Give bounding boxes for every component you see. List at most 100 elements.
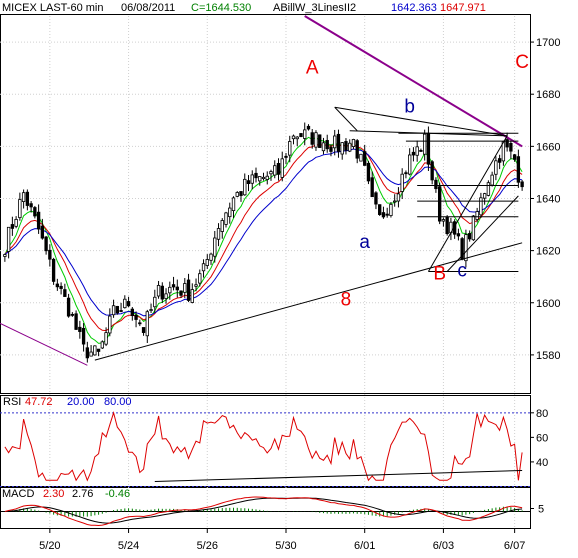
moving-average-lines: [4, 136, 523, 344]
ma-mid-line: [4, 144, 523, 332]
candle-body: [363, 151, 367, 166]
candle-body: [168, 286, 172, 294]
wave-label-c: c: [457, 261, 467, 282]
candle-body: [265, 175, 269, 180]
price-tick-label: 1700: [536, 37, 560, 49]
candle-body: [18, 199, 22, 219]
candle-body: [141, 327, 146, 333]
indicator-value-1: 1642.363: [391, 2, 437, 14]
candle-body: [505, 139, 509, 148]
rsi-line: [4, 410, 523, 482]
candle-body: [411, 151, 416, 156]
candle-body: [156, 285, 161, 297]
candle-body: [288, 141, 292, 156]
wave-annotations: Ab Ca B c 8: [306, 52, 529, 310]
candle-body: [479, 197, 483, 216]
rsi-panel: 40 60 80: [0, 408, 548, 487]
candle-body: [25, 191, 30, 206]
candle-body: [385, 213, 389, 216]
candle-body: [329, 146, 333, 152]
candle-body: [359, 153, 363, 162]
price-candles: [3, 122, 524, 363]
candle-body: [81, 327, 86, 345]
candle-body: [224, 212, 228, 225]
macd-hist-value: -0.46: [105, 488, 130, 500]
candle-body: [21, 192, 26, 202]
candle-body: [74, 313, 78, 330]
candle-body: [467, 233, 472, 240]
candle-body: [55, 283, 60, 288]
candle-body: [100, 341, 105, 349]
candle-body: [119, 310, 123, 312]
candle-body: [464, 234, 468, 262]
support-trendline-8: [94, 242, 523, 361]
candle-body: [89, 351, 93, 357]
candle-body: [216, 228, 221, 240]
candle-body: [456, 233, 461, 237]
price-tick-label: 1620: [536, 246, 560, 258]
price-grid: [0, 16, 530, 528]
candle-body: [194, 284, 198, 287]
candle-body: [235, 192, 239, 197]
wave-label-8: 8: [341, 289, 352, 310]
candle-body: [228, 207, 232, 218]
candle-body: [340, 142, 344, 155]
time-axis: 5/20 5/24 5/26 5/30 6/01 6/03 6/07: [39, 528, 525, 552]
indicator-name: ABillW_3LinesII2: [273, 2, 356, 14]
candle-body: [273, 165, 277, 176]
candle-body: [400, 173, 404, 192]
candle-body: [344, 141, 348, 151]
wave-label-B: B: [433, 263, 446, 284]
candle-body: [171, 284, 176, 288]
price-tick-label: 1680: [536, 89, 560, 101]
price-tick-label: 1640: [536, 193, 560, 205]
candle-body: [246, 180, 251, 185]
candle-body: [258, 176, 262, 182]
candle-body: [471, 215, 476, 241]
wave-label-C: C: [515, 52, 529, 73]
candle-body: [295, 136, 299, 140]
candle-body: [426, 132, 431, 165]
rsi-level-high: 80.00: [104, 396, 132, 408]
candle-body: [276, 163, 281, 175]
time-tick-label: 6/07: [504, 540, 525, 552]
candle-body: [310, 132, 314, 145]
triangle-upper-line: [334, 106, 508, 137]
candle-body: [404, 172, 408, 175]
candle-body: [198, 273, 202, 284]
candle-body: [389, 203, 393, 216]
candle-body: [520, 181, 524, 188]
candle-body: [93, 345, 97, 356]
trendlines: [0, 15, 523, 366]
candle-body: [280, 158, 284, 178]
candle-body: [44, 236, 48, 252]
candle-body: [115, 305, 119, 314]
rsi-tick-label: 40: [536, 457, 548, 469]
candle-body: [126, 301, 131, 307]
candle-body: [321, 142, 326, 152]
candle-body: [348, 142, 352, 152]
candle-body: [111, 305, 116, 316]
candle-body: [422, 133, 427, 155]
candle-body: [374, 192, 378, 205]
candle-body: [164, 293, 168, 299]
price-tick-label: 1660: [536, 141, 560, 153]
candle-body: [393, 200, 397, 203]
candle-body: [130, 308, 134, 317]
candle-body: [318, 134, 322, 148]
candle-body: [284, 155, 288, 158]
candle-body: [29, 203, 33, 208]
candle-body: [63, 289, 67, 297]
rsi-title: RSI: [3, 396, 21, 408]
candle-body: [10, 224, 15, 229]
macd-panel: 5: [0, 496, 544, 527]
wave-label-A: A: [306, 57, 319, 78]
candle-body: [6, 226, 11, 252]
candle-body: [186, 279, 191, 301]
candle-body: [243, 178, 247, 196]
time-tick-label: 5/26: [197, 540, 218, 552]
candle-body: [220, 220, 224, 232]
candle-body: [336, 133, 341, 152]
